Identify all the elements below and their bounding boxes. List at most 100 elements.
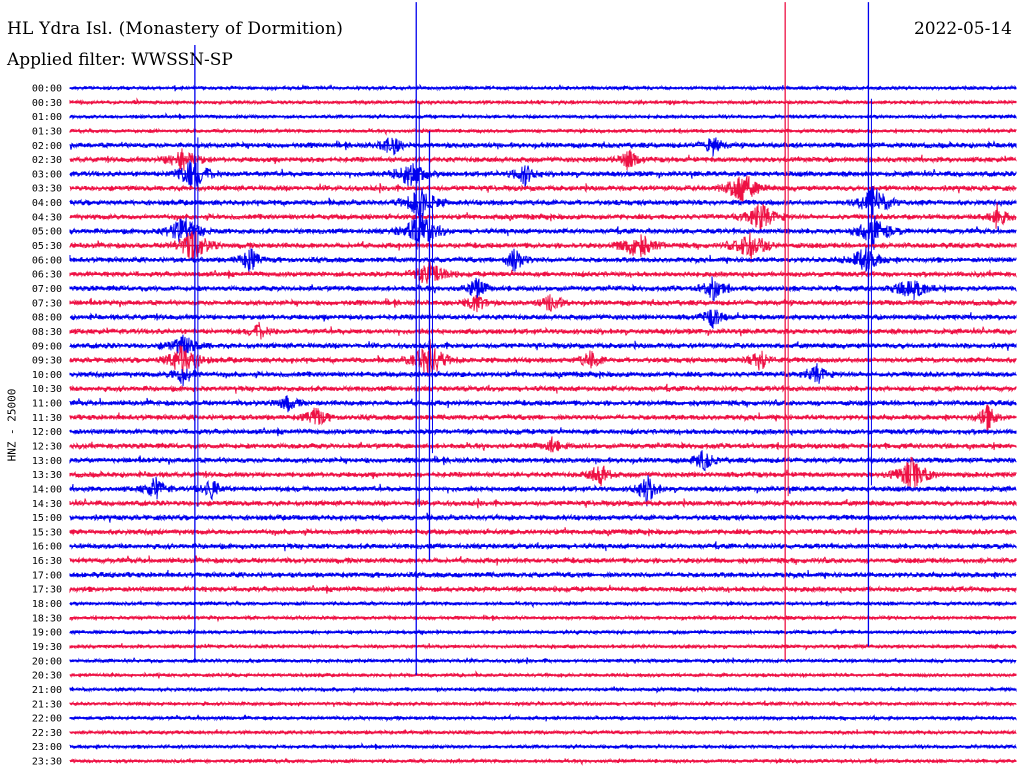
trace-row-2130: 21:30 (32, 699, 1017, 710)
trace-row-1730: 17:30 (32, 584, 1017, 596)
trace-row-2200: 22:00 (32, 713, 1017, 725)
time-tick-label: 00:00 (32, 84, 62, 95)
trace-row-1130: 11:30 (32, 404, 1017, 433)
time-tick-label: 04:30 (32, 212, 62, 223)
trace-row-1400: 14:00 (32, 475, 1017, 507)
filter-prefix: Applied filter: (7, 50, 126, 70)
trace-row-2330: 23:30 (32, 757, 1017, 768)
time-tick-label: 08:30 (32, 327, 62, 338)
trace-row-1630: 16:30 (32, 555, 1017, 567)
time-tick-label: 00:30 (32, 98, 62, 109)
trace-line (69, 208, 1017, 250)
time-tick-label: 22:30 (32, 728, 62, 739)
trace-line (69, 450, 1017, 472)
trace-row-0330: 03:30 (32, 175, 1017, 203)
time-tick-label: 14:30 (32, 499, 62, 510)
time-tick-label: 12:00 (32, 427, 62, 438)
station-title: HL Ydra Isl. (Monastery of Dormition) (7, 19, 344, 39)
trace-line (69, 309, 1017, 330)
time-tick-label: 19:30 (32, 642, 62, 653)
trace-line (69, 475, 1017, 507)
time-tick-label: 05:00 (32, 227, 62, 238)
trace-row-0800: 08:00 (32, 309, 1017, 330)
trace-row-0300: 03:00 (32, 160, 1017, 190)
time-tick-label: 03:00 (32, 169, 62, 180)
time-tick-label: 17:00 (32, 570, 62, 581)
time-tick-label: 09:00 (32, 341, 62, 352)
time-tick-label: 18:00 (32, 599, 62, 610)
time-tick-label: 06:30 (32, 270, 62, 281)
trace-row-1530: 15:30 (32, 527, 1017, 538)
trace-row-1100: 11:00 (32, 395, 1017, 413)
trace-row-0430: 04:30 (32, 202, 1017, 231)
trace-line (69, 160, 1017, 190)
time-tick-label: 19:00 (32, 628, 62, 639)
time-tick-label: 09:30 (32, 356, 62, 367)
trace-row-1930: 19:30 (32, 642, 1017, 653)
trace-row-0930: 09:30 (32, 338, 1017, 381)
time-tick-label: 13:30 (32, 470, 62, 481)
trace-row-0400: 04:00 (32, 185, 1017, 220)
time-tick-label: 20:00 (32, 656, 62, 667)
time-tick-label: 01:00 (32, 112, 62, 123)
trace-row-0700: 07:00 (32, 276, 1017, 302)
time-tick-label: 08:00 (32, 313, 62, 324)
time-tick-label: 03:30 (32, 184, 62, 195)
trace-row-1800: 18:00 (32, 599, 1017, 610)
trace-line (69, 137, 1017, 157)
time-tick-label: 15:00 (32, 513, 62, 524)
trace-row-1230: 12:30 (32, 436, 1017, 453)
trace-row-0500: 05:00 (32, 208, 1017, 250)
trace-row-2230: 22:30 (32, 728, 1017, 739)
time-tick-label: 07:00 (32, 284, 62, 295)
time-tick-label: 10:00 (32, 370, 62, 381)
trace-row-2000: 20:00 (32, 656, 1017, 667)
trace-row-0100: 01:00 (32, 112, 1017, 123)
time-tick-label: 04:00 (32, 198, 62, 209)
trace-row-1500: 15:00 (32, 512, 1017, 524)
trace-row-0730: 07:30 (32, 294, 1017, 313)
time-tick-label: 14:00 (32, 484, 62, 495)
time-tick-label: 17:30 (32, 585, 62, 596)
trace-row-0530: 05:30 (32, 231, 1017, 263)
trace-row-1830: 18:30 (32, 613, 1017, 624)
trace-row-0000: 00:00 (32, 84, 1017, 95)
trace-row-0630: 06:30 (32, 261, 1017, 284)
trace-row-1700: 17:00 (32, 569, 1017, 581)
trace-row-0900: 09:00 (32, 334, 1017, 356)
time-tick-label: 23:30 (32, 757, 62, 768)
filter-label: Applied filter: WWSSN-SP (7, 50, 233, 70)
trace-row-2030: 20:30 (32, 670, 1017, 682)
time-tick-label: 16:30 (32, 556, 62, 567)
time-tick-label: 06:00 (32, 255, 62, 266)
time-tick-label: 18:30 (32, 613, 62, 624)
time-tick-label: 11:00 (32, 399, 62, 410)
trace-row-0600: 06:00 (32, 247, 1017, 274)
trace-line (69, 456, 1017, 491)
trace-row-0830: 08:30 (32, 321, 1017, 340)
trace-row-1030: 10:30 (32, 383, 1017, 395)
time-tick-label: 22:00 (32, 714, 62, 725)
time-tick-label: 02:00 (32, 141, 62, 152)
time-tick-label: 05:30 (32, 241, 62, 252)
trace-row-1900: 19:00 (32, 628, 1017, 639)
time-tick-label: 16:00 (32, 542, 62, 553)
filter-name: WWSSN-SP (131, 50, 233, 70)
trace-row-0030: 00:30 (32, 97, 1017, 109)
time-tick-label: 10:30 (32, 384, 62, 395)
time-tick-label: 20:30 (32, 671, 62, 682)
time-tick-label: 13:00 (32, 456, 62, 467)
time-tick-label: 23:00 (32, 742, 62, 753)
trace-row-1000: 10:00 (32, 363, 1017, 387)
time-tick-label: 21:30 (32, 699, 62, 710)
date-label: 2022-05-14 (913, 19, 1012, 39)
trace-row-0130: 01:30 (32, 126, 1017, 137)
time-tick-label: 02:30 (32, 155, 62, 166)
time-tick-label: 21:00 (32, 685, 62, 696)
trace-row-1200: 12:00 (32, 426, 1017, 438)
trace-row-0230: 02:30 (32, 148, 1017, 171)
time-tick-label: 15:30 (32, 527, 62, 538)
time-tick-label: 01:30 (32, 126, 62, 137)
time-tick-label: 11:30 (32, 413, 62, 424)
